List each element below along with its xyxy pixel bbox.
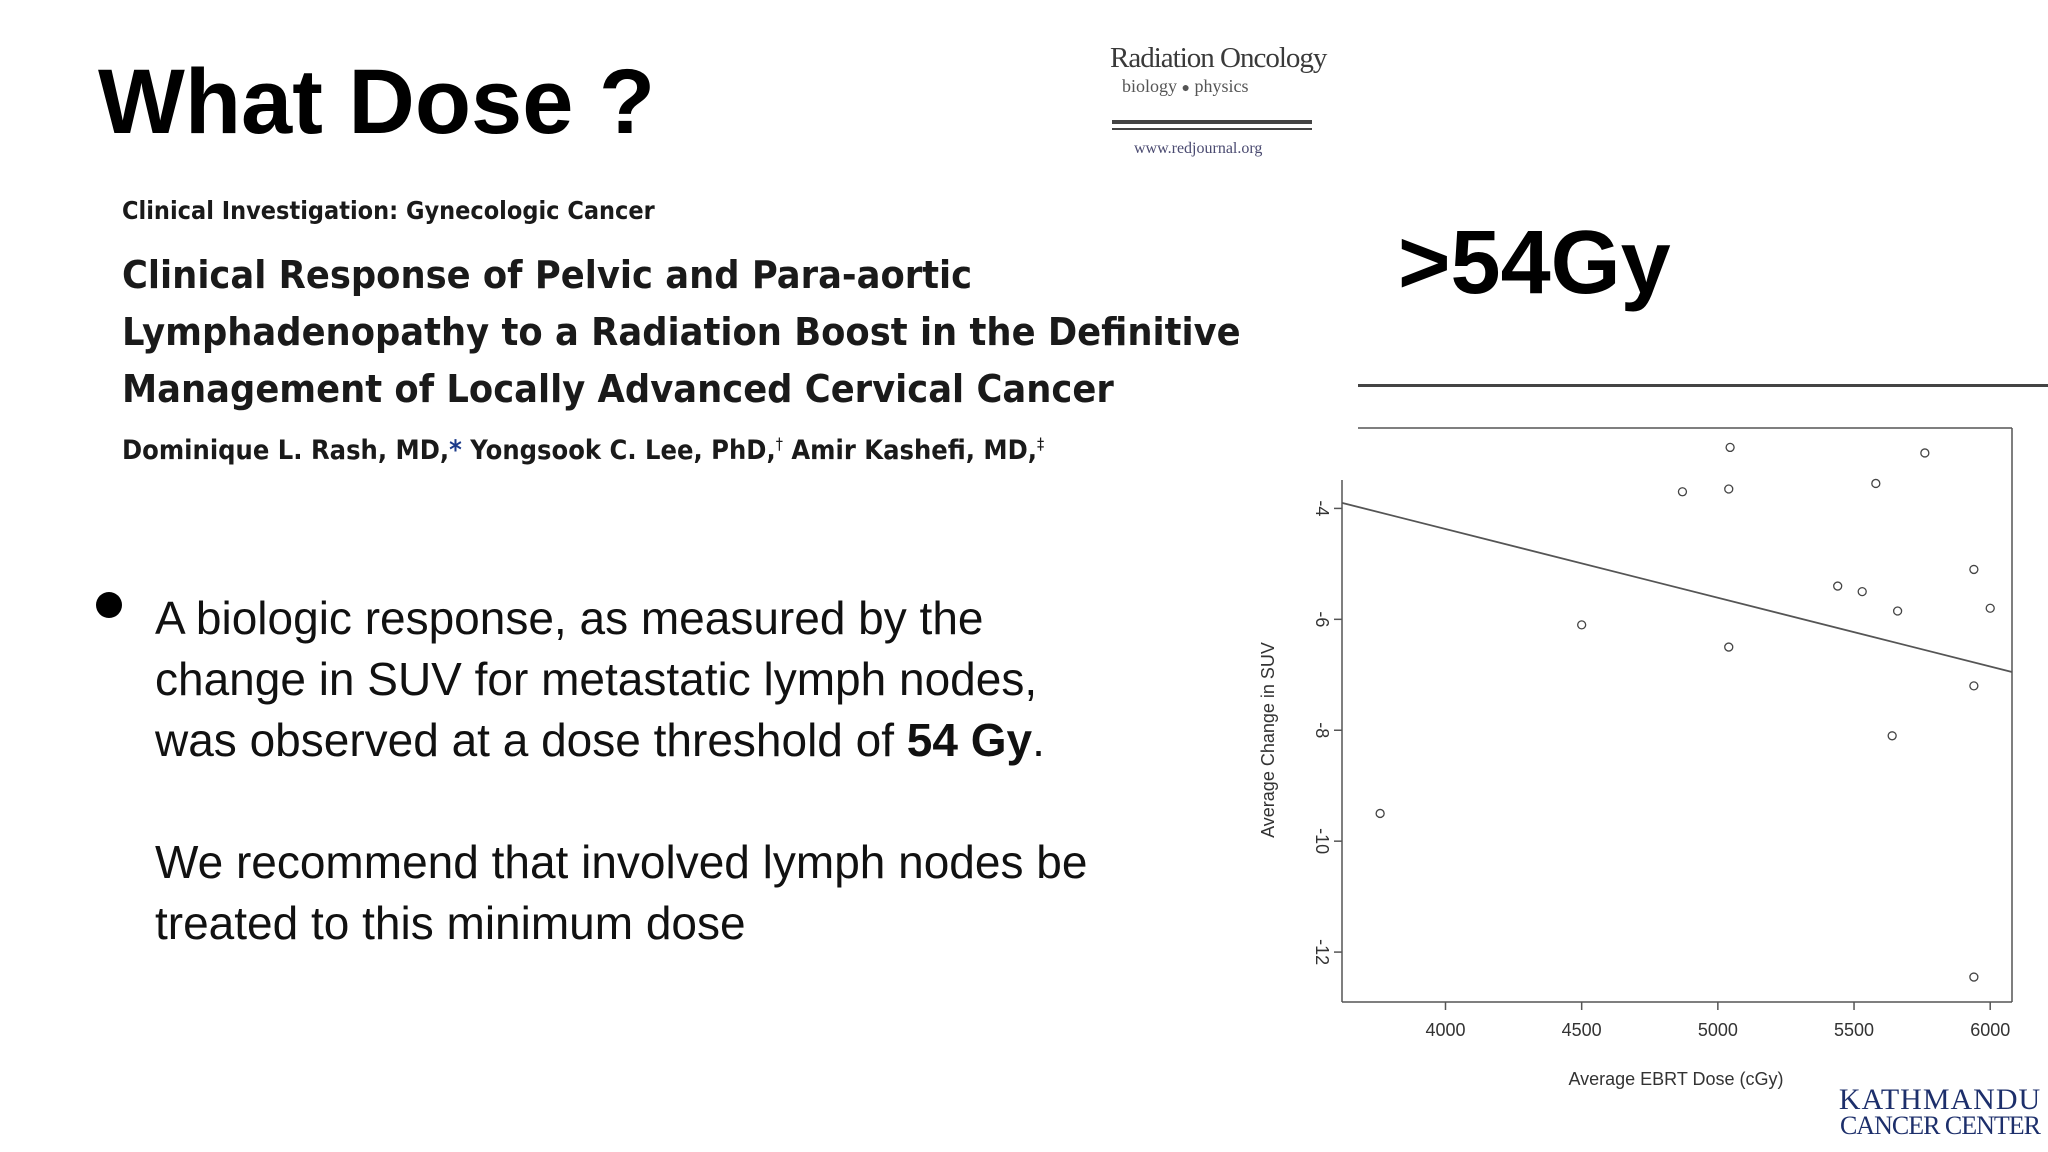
x-tick-label: 4000 — [1425, 1020, 1465, 1040]
cancer-center-logo: KATHMANDU CANCER CENTER — [1832, 1086, 2048, 1140]
journal-name: Radiation Oncology — [1110, 42, 1327, 74]
data-point — [1724, 484, 1734, 494]
trend-line — [1341, 501, 2013, 673]
x-tick-label: 5500 — [1834, 1020, 1874, 1040]
x-tick-label: 5000 — [1698, 1020, 1738, 1040]
y-tick-label: -12 — [1312, 939, 1332, 965]
journal-url: www.redjournal.org — [1134, 140, 1263, 157]
data-point — [1887, 731, 1897, 741]
data-points — [1375, 442, 1995, 982]
bullet-separator-icon: ● — [1181, 81, 1190, 96]
data-point — [1985, 603, 1995, 613]
paper-title-line: Clinical Response of Pelvic and Para-aor… — [122, 253, 973, 297]
data-point — [1725, 442, 1735, 453]
bullet-text: A biologic response, as measured by the … — [155, 588, 1215, 954]
dose-callout: >54Gy — [1398, 213, 1671, 313]
data-point — [1969, 972, 1979, 982]
journal-subtitle: biology ● physics — [1122, 76, 1248, 97]
journal-rule — [1112, 120, 1312, 124]
bullet-line-suffix: . — [1032, 714, 1045, 766]
data-point — [1871, 478, 1881, 489]
data-point — [1375, 808, 1385, 819]
dose-threshold: 54 Gy — [906, 714, 1033, 766]
paper-authors: Dominique L. Rash, MD,* Yongsook C. Lee,… — [122, 434, 1184, 466]
x-axis-label: Average EBRT Dose (cGy) — [1568, 1069, 1783, 1089]
scatter-plot: 4000 4500 5000 5500 6000 -4 -6 -8 -10 -12 Averag… — [1258, 427, 2013, 1089]
data-point — [1920, 448, 1930, 458]
data-point — [1857, 586, 1867, 597]
data-point — [1892, 606, 1903, 616]
paper-title-line: Lymphadenopathy to a Radiation Boost in … — [122, 310, 1241, 354]
data-point — [1577, 620, 1587, 630]
bullet-line: A biologic response, as measured by the — [155, 592, 984, 644]
journal-subtitle-left: biology — [1122, 76, 1178, 96]
y-tick-label: -6 — [1312, 611, 1332, 627]
recommendation-line: treated to this minimum dose — [155, 897, 746, 949]
journal-subtitle-right: physics — [1194, 76, 1249, 96]
data-point — [1969, 681, 1979, 691]
recommendation-line: We recommend that involved lymph nodes b… — [155, 836, 1088, 888]
bullet-line: change in SUV for metastatic lymph nodes… — [155, 653, 1038, 705]
y-tick-label: -8 — [1312, 722, 1332, 738]
paper-title-line: Management of Locally Advanced Cervical … — [122, 367, 1114, 411]
data-point — [1724, 642, 1734, 652]
y-axis-label: Average Change in SUV — [1258, 642, 1278, 838]
data-point — [1677, 487, 1688, 497]
x-tick-label: 4500 — [1562, 1020, 1602, 1040]
journal-logo: Radiation Oncology biology ● physics www… — [1108, 30, 1327, 166]
y-tick-label: -4 — [1312, 500, 1332, 516]
y-tick-label: -10 — [1312, 828, 1332, 854]
author-name: Amir Kashefi, MD, — [791, 435, 1038, 466]
author-mark: * — [449, 435, 462, 466]
divider — [1358, 384, 2048, 387]
paper-header: Clinical Investigation: Gynecologic Canc… — [122, 196, 1302, 466]
logo-line: KATHMANDU — [1838, 1086, 2042, 1112]
x-tick-label: 6000 — [1970, 1020, 2010, 1040]
bullet-line: was observed at a dose threshold of 54 G… — [155, 710, 1215, 771]
bullet-icon — [96, 592, 122, 618]
author-mark: ‡ — [1037, 434, 1045, 453]
data-point — [1833, 581, 1843, 591]
author-name: Yongsook C. Lee, PhD, — [470, 435, 776, 466]
paper-title: Clinical Response of Pelvic and Para-aor… — [122, 247, 1241, 418]
x-ticks: 4000 4500 5000 5500 6000 — [1425, 1002, 2010, 1040]
author-name: Dominique L. Rash, MD, — [122, 435, 450, 466]
logo-line: CANCER CENTER — [1839, 1111, 2041, 1140]
bullet-line-prefix: was observed at a dose threshold of — [155, 714, 907, 766]
journal-rule-thin — [1112, 128, 1312, 130]
author-mark: † — [775, 434, 783, 453]
paper-section: Clinical Investigation: Gynecologic Canc… — [122, 196, 655, 225]
data-point — [1969, 564, 1979, 575]
slide-title: What Dose ? — [98, 51, 656, 153]
y-ticks: -4 -6 -8 -10 -12 — [1312, 500, 1342, 965]
